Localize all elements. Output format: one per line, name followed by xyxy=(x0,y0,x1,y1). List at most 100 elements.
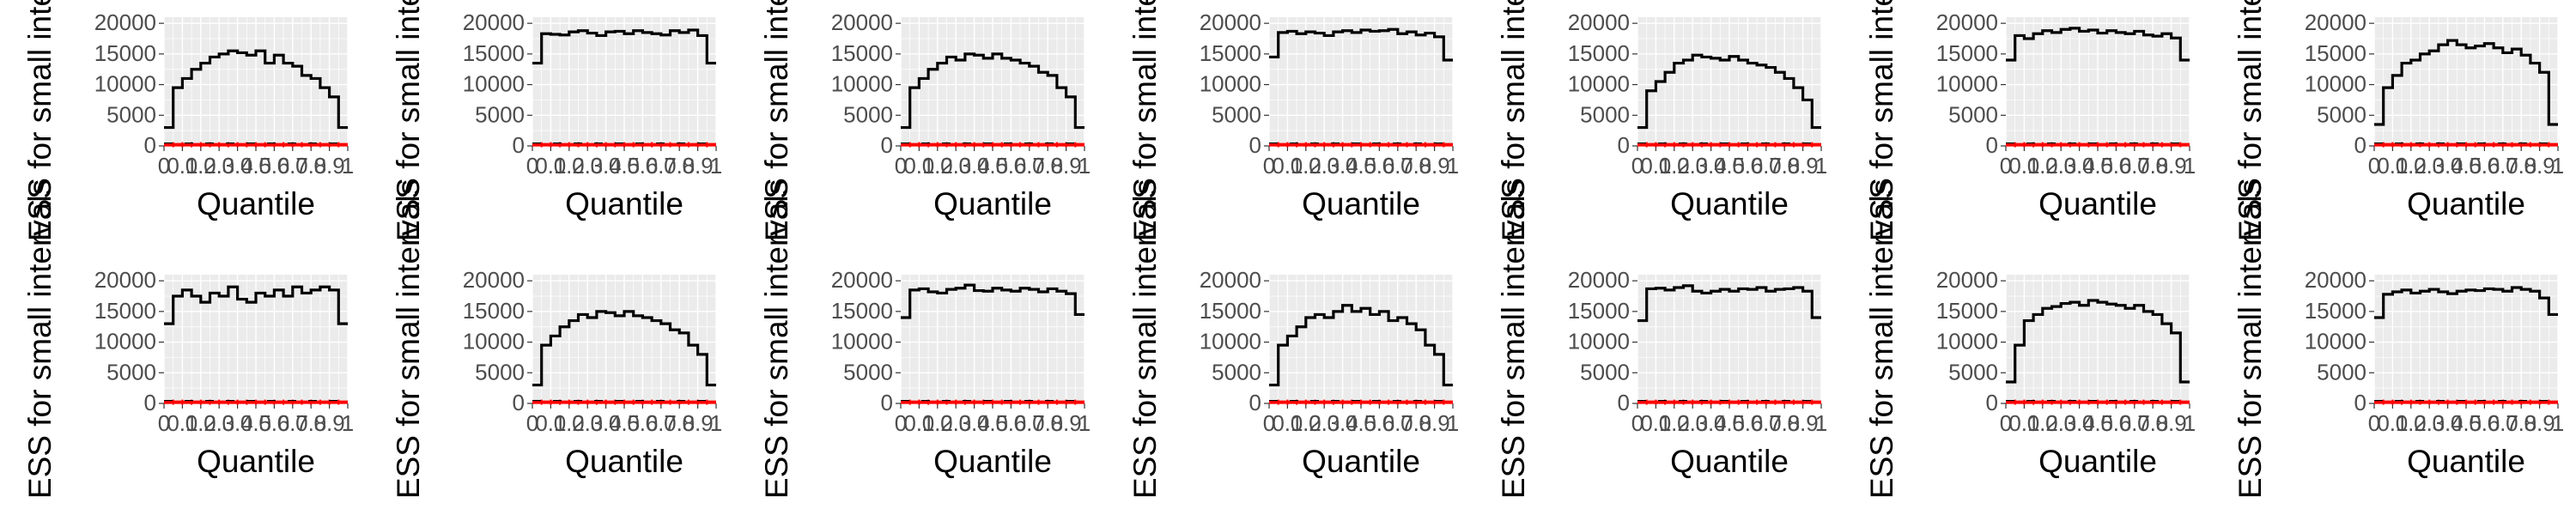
chart-panel-10: 0500010000150002000000.10.20.30.40.50.60… xyxy=(759,179,1091,499)
y-axis-title: ESS for small intervals xyxy=(759,179,794,499)
x-tick-label: 0.7 xyxy=(1751,410,1782,436)
y-tick-label: 10000 xyxy=(1568,71,1630,97)
x-tick-label: 0.1 xyxy=(2377,153,2408,179)
y-tick-label: 10000 xyxy=(94,329,156,354)
x-tick-label: 0.9 xyxy=(1788,153,1819,179)
y-axis-title: ESS for small intervals xyxy=(22,0,58,241)
x-tick-label: 0.3 xyxy=(1309,153,1340,179)
y-tick-label: 15000 xyxy=(1936,40,1998,66)
x-tick-label: 0.2 xyxy=(2396,410,2427,436)
ess-step-line xyxy=(532,310,716,387)
y-tick-label: 10000 xyxy=(831,71,893,97)
x-tick-label: 0.5 xyxy=(2451,410,2482,436)
x-tick-label: 0.1 xyxy=(1272,410,1303,436)
x-tick-label: 0.6 xyxy=(1732,153,1763,179)
y-tick-label: 0 xyxy=(513,390,525,415)
x-tick-label: 0.7 xyxy=(2488,410,2518,436)
x-tick-label: 0.7 xyxy=(1382,410,1413,436)
x-tick-label: 0.9 xyxy=(2156,410,2187,436)
y-tick-label: 15000 xyxy=(1200,40,1261,66)
x-tick-label: 0 xyxy=(158,153,170,179)
x-tick-label: 0.9 xyxy=(1419,410,1450,436)
y-tick-label: 15000 xyxy=(2305,298,2366,324)
x-tick-label: 1 xyxy=(710,153,722,179)
x-tick-label: 0.4 xyxy=(959,410,990,436)
y-tick-label: 20000 xyxy=(94,9,156,35)
y-tick-label: 15000 xyxy=(1936,298,1998,324)
x-tick-label: 1 xyxy=(2552,153,2564,179)
x-tick-label: 0.2 xyxy=(1291,153,1321,179)
x-axis-title: Quantile xyxy=(1302,444,1420,479)
y-axis-title: ESS for small intervals xyxy=(22,179,58,499)
x-tick-label: 0.8 xyxy=(2137,153,2168,179)
x-tick-label: 0.1 xyxy=(1640,410,1671,436)
y-tick-label: 10000 xyxy=(1200,329,1261,354)
x-axis-title: Quantile xyxy=(197,444,315,479)
y-tick-label: 20000 xyxy=(463,267,525,293)
y-axis-title: ESS for small intervals xyxy=(391,0,426,241)
y-tick-label: 20000 xyxy=(463,9,525,35)
y-tick-label: 5000 xyxy=(106,101,156,127)
x-tick-label: 0.5 xyxy=(2082,410,2113,436)
x-tick-label: 0.4 xyxy=(591,153,622,179)
x-tick-label: 0.7 xyxy=(277,153,308,179)
x-tick-label: 0.7 xyxy=(646,153,677,179)
x-axis-title: Quantile xyxy=(1302,186,1420,221)
x-tick-label: 0.5 xyxy=(2082,153,2113,179)
x-tick-label: 0.9 xyxy=(1419,153,1450,179)
y-axis-title: ESS for small intervals xyxy=(1496,0,1531,241)
x-tick-label: 0.7 xyxy=(2119,410,2150,436)
x-tick-label: 0.6 xyxy=(627,410,658,436)
x-tick-label: 0.5 xyxy=(2451,153,2482,179)
y-tick-label: 0 xyxy=(1249,132,1261,158)
x-tick-label: 0.8 xyxy=(1400,153,1431,179)
x-tick-label: 0.6 xyxy=(627,153,658,179)
x-axis-title: Quantile xyxy=(2038,186,2157,221)
x-tick-label: 0.7 xyxy=(1382,153,1413,179)
x-tick-label: 0.4 xyxy=(2064,153,2095,179)
x-tick-label: 0.3 xyxy=(572,153,603,179)
x-tick-label: 0.5 xyxy=(240,410,271,436)
y-tick-label: 10000 xyxy=(831,329,893,354)
y-tick-label: 0 xyxy=(513,132,525,158)
x-tick-label: 0.6 xyxy=(2469,410,2500,436)
y-tick-label: 15000 xyxy=(831,298,893,324)
x-tick-label: 1 xyxy=(2552,410,2564,436)
y-axis-title: ESS for small intervals xyxy=(1127,179,1163,499)
x-tick-label: 0.8 xyxy=(2137,410,2168,436)
y-tick-label: 20000 xyxy=(2305,267,2366,293)
x-tick-label: 0 xyxy=(2000,153,2012,179)
x-tick-label: 0.7 xyxy=(1751,153,1782,179)
chart-panel-11: 0500010000150002000000.10.20.30.40.50.60… xyxy=(1127,179,1459,499)
x-tick-label: 1 xyxy=(1447,153,1459,179)
x-tick-label: 0.9 xyxy=(2156,153,2187,179)
ess-step-line xyxy=(2374,39,2558,126)
x-tick-label: 0.8 xyxy=(664,153,695,179)
x-tick-label: 0.5 xyxy=(609,153,640,179)
y-tick-label: 20000 xyxy=(2305,9,2366,35)
x-tick-label: 0.3 xyxy=(2045,410,2076,436)
x-tick-label: 0.5 xyxy=(977,410,1008,436)
chart-panel-9: 0500010000150002000000.10.20.30.40.50.60… xyxy=(391,179,722,499)
y-tick-label: 5000 xyxy=(2317,101,2366,127)
y-tick-label: 10000 xyxy=(2305,71,2366,97)
x-tick-label: 0.1 xyxy=(2008,410,2039,436)
y-tick-label: 5000 xyxy=(475,101,525,127)
x-tick-label: 0.9 xyxy=(1051,410,1082,436)
y-tick-label: 10000 xyxy=(463,329,525,354)
x-tick-label: 0.5 xyxy=(240,153,271,179)
y-tick-label: 15000 xyxy=(831,40,893,66)
x-tick-label: 1 xyxy=(342,153,354,179)
y-tick-label: 20000 xyxy=(1936,9,1998,35)
x-tick-label: 0.4 xyxy=(959,153,990,179)
y-tick-label: 20000 xyxy=(1568,267,1630,293)
x-axis-title: Quantile xyxy=(1670,444,1789,479)
x-tick-label: 0.7 xyxy=(1014,153,1045,179)
ess-step-line xyxy=(532,28,716,65)
x-tick-label: 0.2 xyxy=(2027,153,2058,179)
x-tick-label: 1 xyxy=(2184,153,2196,179)
x-tick-label: 0.4 xyxy=(1327,153,1358,179)
x-tick-label: 1 xyxy=(1447,410,1459,436)
x-tick-label: 0.1 xyxy=(2377,410,2408,436)
